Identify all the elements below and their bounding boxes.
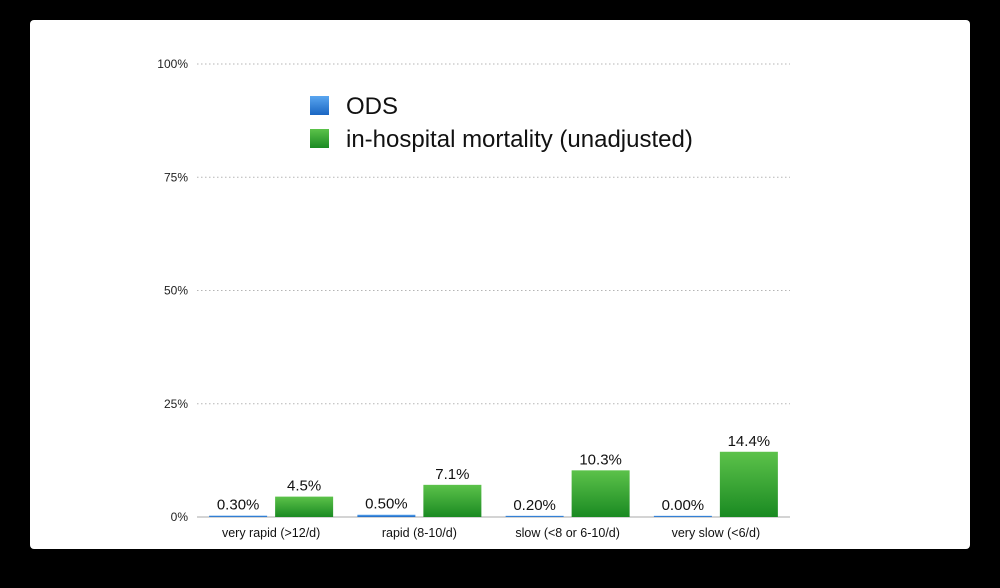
y-tick-label: 75% [164,170,188,184]
data-label: 0.50% [365,496,408,513]
bar-mortality [423,484,482,517]
bar-chart: 0% 25% 50% 75% 100% 0.30% 4.5% 0.50% 7.1% 0.20% 1… [157,57,790,540]
bars [209,451,778,517]
legend-label: ODS [346,93,398,120]
bar-mortality [571,470,630,517]
y-tick-label: 100% [157,57,188,71]
bar-mortality [719,451,778,517]
data-label: 0.20% [513,497,556,514]
data-label: 7.1% [435,466,469,483]
legend-swatch-mortality [310,129,329,148]
y-tick-label: 25% [164,397,188,411]
data-labels: 0.30% 4.5% 0.50% 7.1% 0.20% 10.3% 0.00% 14.4% [217,433,770,514]
bar-ods [505,515,564,517]
legend-label: in-hospital mortality (unadjusted) [346,126,693,153]
x-category-label: slow (<8 or 6-10/d) [515,526,620,540]
data-label: 0.30% [217,497,260,514]
data-label: 0.00% [662,497,705,514]
bar-ods [653,515,712,517]
chart-card: 0% 25% 50% 75% 100% 0.30% 4.5% 0.50% 7.1% 0.20% 1… [30,20,970,549]
x-category-label: rapid (8-10/d) [382,526,457,540]
bar-mortality [275,496,334,517]
legend: ODS in-hospital mortality (unadjusted) [310,93,693,153]
y-tick-label: 0% [171,510,189,524]
x-category-label: very slow (<6/d) [672,526,761,540]
legend-swatch-ods [310,96,329,115]
data-label: 14.4% [728,433,771,450]
x-category-label: very rapid (>12/d) [222,526,320,540]
y-tick-label: 50% [164,284,188,298]
x-axis-categories: very rapid (>12/d) rapid (8-10/d) slow (<8… [222,526,760,540]
data-label: 10.3% [579,451,622,468]
y-axis-ticks: 0% 25% 50% 75% 100% [157,57,188,524]
bar-ods [357,514,416,517]
bar-ods [209,515,268,517]
data-label: 4.5% [287,478,321,495]
